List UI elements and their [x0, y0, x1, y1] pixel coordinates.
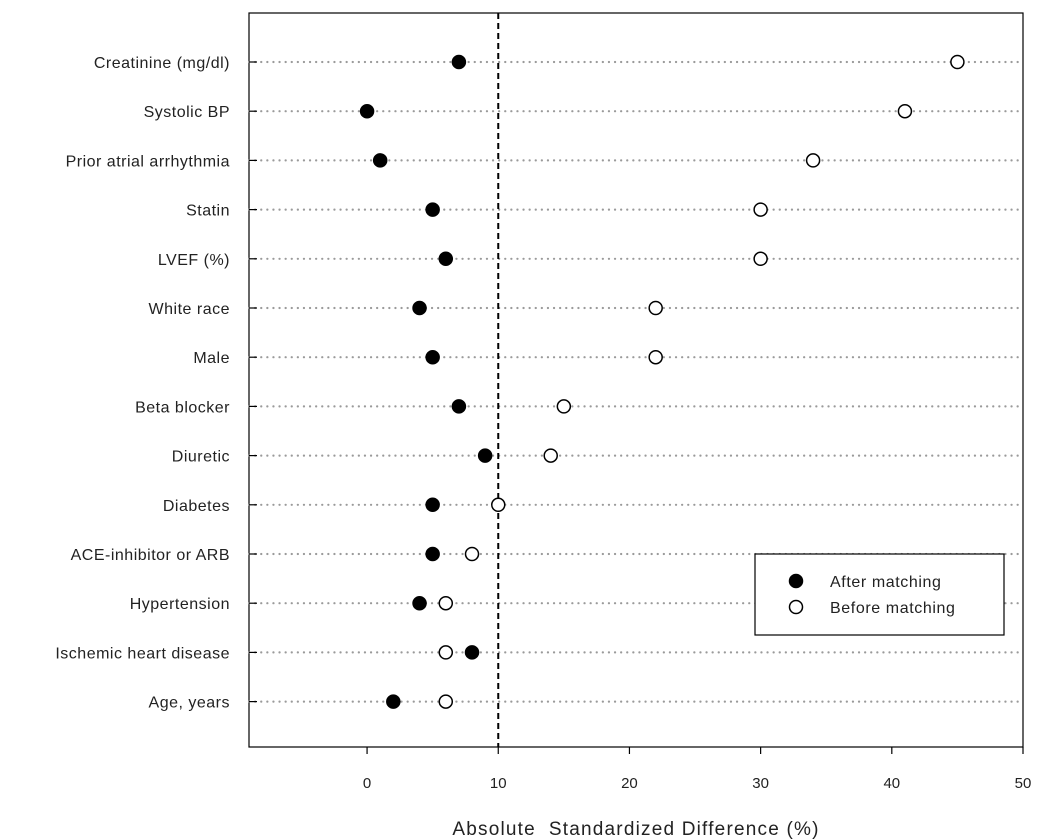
y-tick-label: Systolic BP	[144, 104, 230, 121]
point-before-matching	[753, 202, 768, 217]
y-tick-label: Creatinine (mg/dl)	[94, 55, 230, 72]
x-tick-label: 50	[1015, 775, 1032, 792]
x-tick-label: 10	[490, 775, 507, 792]
point-after-matching	[438, 251, 454, 267]
point-after-matching	[451, 54, 467, 70]
point-before-matching	[464, 546, 480, 562]
point-before-matching	[950, 54, 965, 70]
point-after-matching	[412, 300, 427, 316]
y-tick-labels: Creatinine (mg/dl) Systolic BP Prior atria…	[55, 55, 257, 712]
point-after-matching	[451, 399, 467, 414]
point-before-matching	[491, 497, 506, 513]
y-tick-label: Beta blocker	[135, 399, 230, 416]
x-axis: 0 10 20 30 40 50	[363, 747, 1031, 792]
point-before-matching	[805, 153, 821, 168]
legend-marker-before	[788, 599, 804, 615]
plot-frame	[248, 12, 1024, 748]
x-tick-label: 40	[883, 775, 900, 792]
x-axis-label: Absolute Standardized Difference (%)	[452, 819, 819, 840]
y-tick-label: Hypertension	[130, 596, 230, 613]
point-after-matching	[386, 694, 401, 709]
point-after-matching	[425, 546, 440, 562]
point-before-matching	[438, 595, 454, 611]
data-points	[359, 54, 965, 709]
x-tick-label: 20	[621, 775, 638, 792]
legend: After matching Before matching	[754, 553, 1005, 636]
y-tick-label: Age, years	[149, 695, 230, 712]
point-after-matching	[412, 595, 427, 611]
point-after-matching	[372, 153, 388, 168]
point-before-matching	[648, 300, 663, 316]
point-before-matching	[753, 251, 768, 267]
y-tick-label: ACE-inhibitor or ARB	[71, 547, 230, 564]
point-after-matching	[425, 497, 440, 513]
x-tick-label: 0	[363, 775, 371, 792]
y-tick-label: Diuretic	[172, 449, 230, 466]
point-before-matching	[648, 349, 663, 365]
point-before-matching	[897, 103, 913, 119]
y-tick-label: Ischemic heart disease	[55, 645, 230, 662]
point-after-matching	[359, 103, 375, 119]
y-tick-label: Male	[193, 350, 230, 367]
y-tick-label: White race	[149, 301, 230, 318]
y-tick-label: LVEF (%)	[158, 252, 230, 269]
x-tick-label: 30	[752, 775, 769, 792]
point-before-matching	[438, 645, 454, 660]
point-before-matching	[543, 448, 558, 463]
y-tick-label: Prior atrial arrhythmia	[66, 153, 230, 170]
legend-box	[754, 553, 1005, 636]
legend-label-after: After matching	[830, 574, 942, 591]
point-before-matching	[438, 694, 454, 709]
point-after-matching	[425, 349, 440, 365]
point-after-matching	[477, 448, 493, 463]
y-tick-label: Statin	[186, 203, 230, 220]
point-after-matching	[425, 202, 440, 217]
y-tick-label: Diabetes	[163, 498, 230, 515]
legend-marker-after	[788, 573, 804, 589]
point-after-matching	[464, 645, 480, 660]
legend-label-before: Before matching	[830, 600, 956, 617]
point-before-matching	[556, 399, 572, 414]
